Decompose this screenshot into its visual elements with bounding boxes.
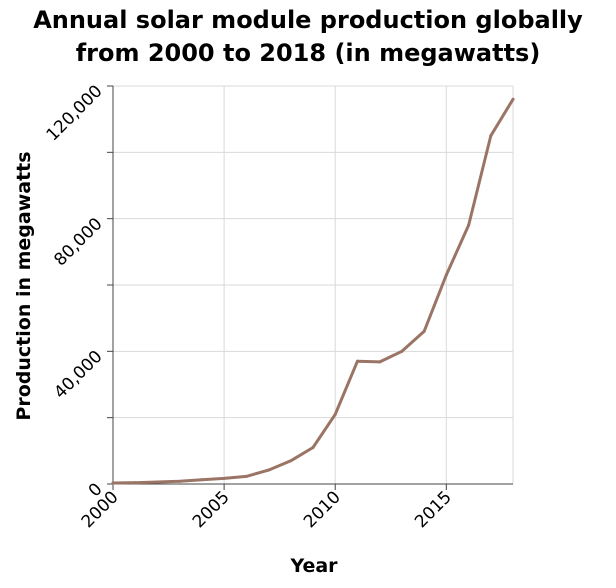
- data-point: [111, 481, 115, 485]
- data-point: [489, 134, 493, 138]
- data-point: [178, 479, 182, 483]
- y-tick-label: 40,000: [50, 347, 106, 403]
- axes: [107, 85, 513, 490]
- series-line: [111, 97, 515, 485]
- y-axis-title: Production in megawatts: [13, 151, 35, 420]
- data-point: [222, 476, 226, 480]
- data-point: [400, 349, 404, 353]
- x-tick-label: 2010: [300, 487, 345, 532]
- data-point: [422, 329, 426, 333]
- x-tick-label: 2005: [189, 487, 234, 532]
- data-point: [333, 412, 337, 416]
- data-point: [155, 480, 159, 484]
- y-tick-label: 80,000: [50, 214, 106, 270]
- data-point: [200, 478, 204, 482]
- data-point: [444, 273, 448, 277]
- data-point: [244, 474, 248, 478]
- grid-lines: [113, 85, 514, 484]
- data-point: [289, 459, 293, 463]
- data-point: [378, 360, 382, 364]
- chart-title-line-1: Annual solar module production globally: [33, 6, 583, 34]
- chart-title: Annual solar module production globally …: [0, 4, 616, 70]
- series-layer: [111, 97, 515, 485]
- data-point: [311, 446, 315, 450]
- y-tick-label: 120,000: [43, 81, 107, 145]
- x-tick-label: 2015: [411, 487, 456, 532]
- data-point: [267, 468, 271, 472]
- data-point: [511, 97, 515, 101]
- data-point: [355, 359, 359, 363]
- x-axis-title: Year: [289, 555, 338, 577]
- data-point: [467, 223, 471, 227]
- chart-title-line-2: from 2000 to 2018 (in megawatts): [75, 39, 541, 67]
- data-point: [133, 481, 137, 485]
